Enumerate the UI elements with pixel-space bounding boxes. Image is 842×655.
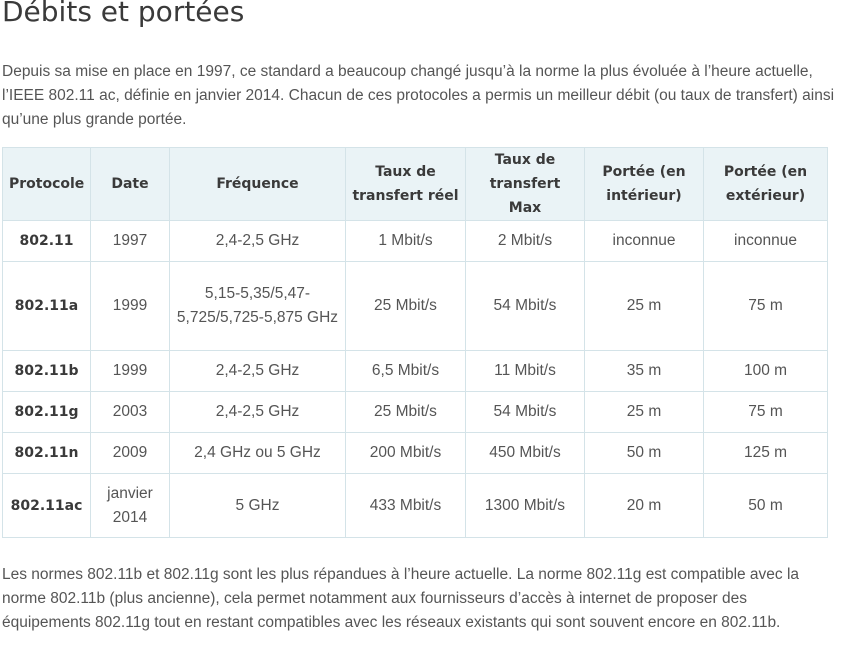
cell-taux-max: 54 Mbit/s: [465, 391, 585, 433]
cell-taux-max: 54 Mbit/s: [465, 261, 585, 351]
cell-taux-reel: 1 Mbit/s: [345, 220, 466, 262]
cell-taux-reel: 25 Mbit/s: [345, 391, 466, 433]
cell-portee-exterieur: 100 m: [703, 350, 828, 392]
outro-paragraph: Les normes 802.11b et 802.11g sont les p…: [2, 566, 800, 631]
table-row: 802.11b 1999 2,4-2,5 GHz 6,5 Mbit/s 11 M…: [2, 350, 828, 392]
page-title: Débits et portées: [2, 0, 245, 28]
table-row: 802.11n 2009 2,4 GHz ou 5 GHz 200 Mbit/s…: [2, 432, 828, 474]
cell-protocole: 802.11ac: [2, 473, 91, 538]
cell-portee-exterieur: inconnue: [703, 220, 828, 262]
cell-frequence: 2,4 GHz ou 5 GHz: [169, 432, 346, 474]
cell-taux-reel: 433 Mbit/s: [345, 473, 466, 538]
intro-paragraph: Depuis sa mise en place en 1997, ce stan…: [2, 63, 835, 128]
header-date: Date: [90, 147, 170, 221]
cell-date: 1997: [90, 220, 170, 262]
cell-date: 1999: [90, 350, 170, 392]
cell-taux-reel: 25 Mbit/s: [345, 261, 466, 351]
cell-protocole: 802.11a: [2, 261, 91, 351]
cell-protocole: 802.11n: [2, 432, 91, 474]
cell-taux-max: 450 Mbit/s: [465, 432, 585, 474]
cell-portee-interieur: 35 m: [584, 350, 704, 392]
cell-taux-reel: 200 Mbit/s: [345, 432, 466, 474]
header-frequence: Fréquence: [169, 147, 346, 221]
table-row: 802.11a 1999 5,15-5,35/5,47-5,725/5,725-…: [2, 261, 828, 351]
header-portee-exterieur: Portée (en extérieur): [703, 147, 828, 221]
cell-portee-exterieur: 50 m: [703, 473, 828, 538]
cell-date: 2003: [90, 391, 170, 433]
cell-portee-interieur: 20 m: [584, 473, 704, 538]
header-taux-max: Taux de transfert Max: [465, 147, 585, 221]
cell-portee-interieur: 50 m: [584, 432, 704, 474]
cell-taux-max: 11 Mbit/s: [465, 350, 585, 392]
header-taux-reel: Taux de transfert réel: [345, 147, 466, 221]
cell-protocole: 802.11g: [2, 391, 91, 433]
cell-date: 2009: [90, 432, 170, 474]
cell-portee-interieur: 25 m: [584, 391, 704, 433]
wifi-standards-table: Protocole Date Fréquence Taux de transfe…: [2, 147, 828, 538]
cell-taux-max: 1300 Mbit/s: [465, 473, 585, 538]
cell-protocole: 802.11: [2, 220, 91, 262]
cell-frequence: 2,4-2,5 GHz: [169, 350, 346, 392]
header-protocole: Protocole: [2, 147, 91, 221]
cell-frequence: 2,4-2,5 GHz: [169, 391, 346, 433]
cell-portee-interieur: 25 m: [584, 261, 704, 351]
cell-portee-exterieur: 75 m: [703, 391, 828, 433]
cell-portee-exterieur: 75 m: [703, 261, 828, 351]
table-row: 802.11ac janvier 2014 5 GHz 433 Mbit/s 1…: [2, 473, 828, 538]
cell-date: janvier 2014: [90, 473, 170, 538]
cell-protocole: 802.11b: [2, 350, 91, 392]
cell-taux-reel: 6,5 Mbit/s: [345, 350, 466, 392]
cell-portee-interieur: inconnue: [584, 220, 704, 262]
cell-taux-max: 2 Mbit/s: [465, 220, 585, 262]
cell-frequence: 2,4-2,5 GHz: [169, 220, 346, 262]
cell-frequence: 5,15-5,35/5,47-5,725/5,725-5,875 GHz: [169, 261, 346, 351]
table-row: 802.11 1997 2,4-2,5 GHz 1 Mbit/s 2 Mbit/…: [2, 220, 828, 262]
cell-portee-exterieur: 125 m: [703, 432, 828, 474]
cell-frequence: 5 GHz: [169, 473, 346, 538]
cell-date: 1999: [90, 261, 170, 351]
table-row: 802.11g 2003 2,4-2,5 GHz 25 Mbit/s 54 Mb…: [2, 391, 828, 433]
header-portee-interieur: Portée (en intérieur): [584, 147, 704, 221]
table-header-row: Protocole Date Fréquence Taux de transfe…: [2, 147, 828, 221]
